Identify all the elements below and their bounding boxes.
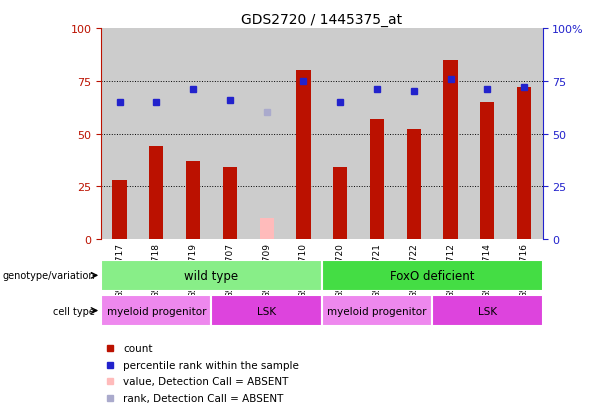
Bar <box>223 168 237 240</box>
Bar <box>149 147 164 240</box>
Text: FoxO deficient: FoxO deficient <box>390 269 474 282</box>
Bar <box>296 71 311 240</box>
Bar <box>443 61 458 240</box>
Bar <box>370 119 384 240</box>
Bar <box>175 29 211 240</box>
Bar <box>101 295 211 326</box>
Bar <box>359 29 395 240</box>
Bar <box>322 295 432 326</box>
Text: genotype/variation: genotype/variation <box>2 271 95 281</box>
Bar <box>322 260 543 291</box>
Bar <box>101 260 322 291</box>
Text: myeloid progenitor: myeloid progenitor <box>107 306 206 316</box>
Bar <box>112 180 127 240</box>
Text: percentile rank within the sample: percentile rank within the sample <box>123 360 299 370</box>
Bar <box>406 130 421 240</box>
Bar <box>517 88 531 240</box>
Bar <box>469 29 506 240</box>
Bar <box>101 29 138 240</box>
Text: wild type: wild type <box>185 269 238 282</box>
Bar <box>211 295 322 326</box>
Bar <box>480 102 495 240</box>
Bar <box>432 29 469 240</box>
Bar <box>432 295 543 326</box>
Text: LSK: LSK <box>257 306 276 316</box>
Bar <box>186 161 200 240</box>
Bar <box>285 29 322 240</box>
Text: count: count <box>123 344 153 354</box>
Title: GDS2720 / 1445375_at: GDS2720 / 1445375_at <box>242 12 402 26</box>
Bar <box>259 218 274 240</box>
Bar <box>322 29 359 240</box>
Bar <box>395 29 432 240</box>
Text: value, Detection Call = ABSENT: value, Detection Call = ABSENT <box>123 377 289 387</box>
Text: rank, Detection Call = ABSENT: rank, Detection Call = ABSENT <box>123 393 284 403</box>
Bar <box>333 168 348 240</box>
Text: cell type: cell type <box>53 306 95 316</box>
Text: LSK: LSK <box>478 306 497 316</box>
Bar <box>138 29 175 240</box>
Bar <box>506 29 543 240</box>
Bar <box>211 29 248 240</box>
Text: myeloid progenitor: myeloid progenitor <box>327 306 427 316</box>
Bar <box>248 29 285 240</box>
